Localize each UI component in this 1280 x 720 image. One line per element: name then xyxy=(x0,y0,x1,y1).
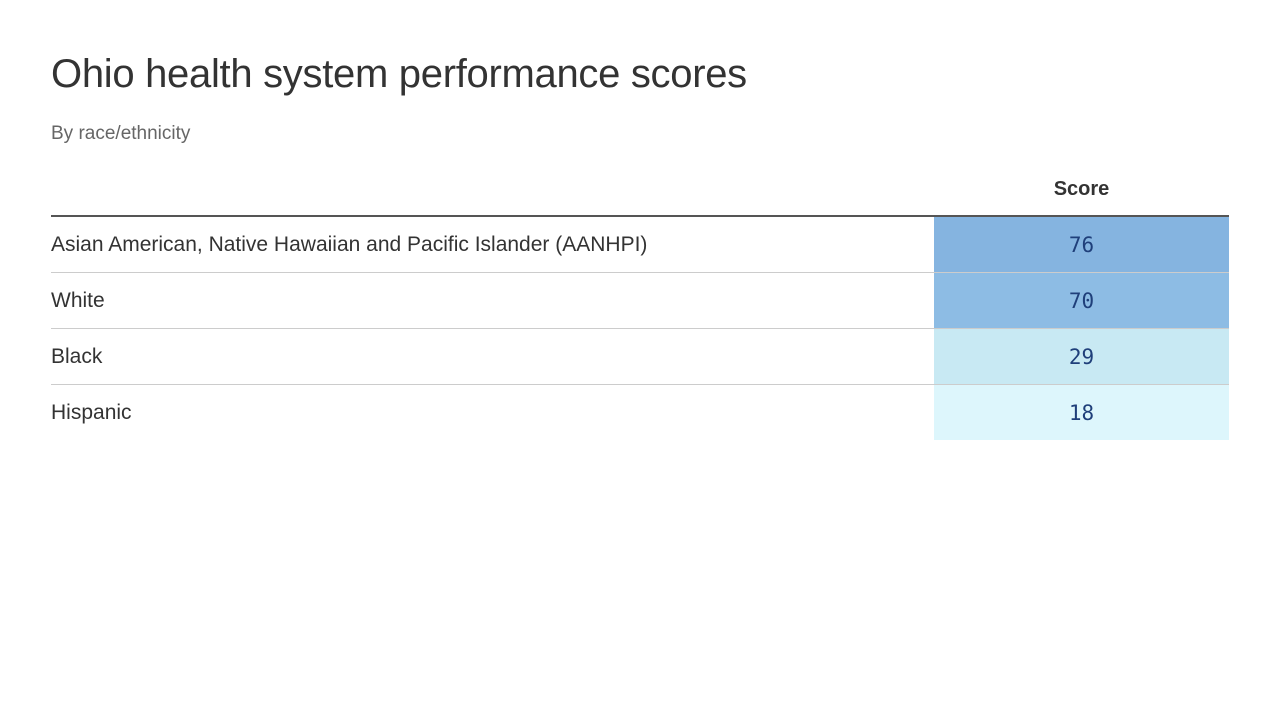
chart-title: Ohio health system performance scores xyxy=(51,52,747,96)
row-label: Black xyxy=(51,344,103,368)
table-row: White 70 xyxy=(51,273,1229,329)
score-value: 76 xyxy=(1068,232,1095,257)
score-cell: 70 xyxy=(934,273,1229,328)
score-value: 18 xyxy=(1068,400,1095,425)
score-value: 29 xyxy=(1068,344,1095,369)
row-label: Hispanic xyxy=(51,400,132,424)
table-row: Asian American, Native Hawaiian and Paci… xyxy=(51,217,1229,273)
score-value: 70 xyxy=(1068,288,1095,313)
chart-subtitle: By race/ethnicity xyxy=(51,123,191,144)
table-row: Hispanic 18 xyxy=(51,385,1229,440)
row-label: White xyxy=(51,288,105,312)
score-table: Score Asian American, Native Hawaiian an… xyxy=(51,170,1229,440)
score-cell: 76 xyxy=(934,217,1229,272)
score-cell: 18 xyxy=(934,385,1229,440)
table-row: Black 29 xyxy=(51,329,1229,385)
row-label: Asian American, Native Hawaiian and Paci… xyxy=(51,232,648,256)
score-cell: 29 xyxy=(934,329,1229,384)
table-header: Score xyxy=(51,170,1229,217)
column-header-score: Score xyxy=(1053,178,1110,200)
